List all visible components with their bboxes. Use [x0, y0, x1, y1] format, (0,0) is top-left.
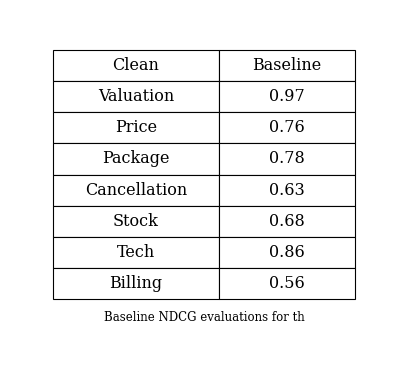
Text: Baseline NDCG evaluations for th: Baseline NDCG evaluations for th — [103, 311, 304, 324]
